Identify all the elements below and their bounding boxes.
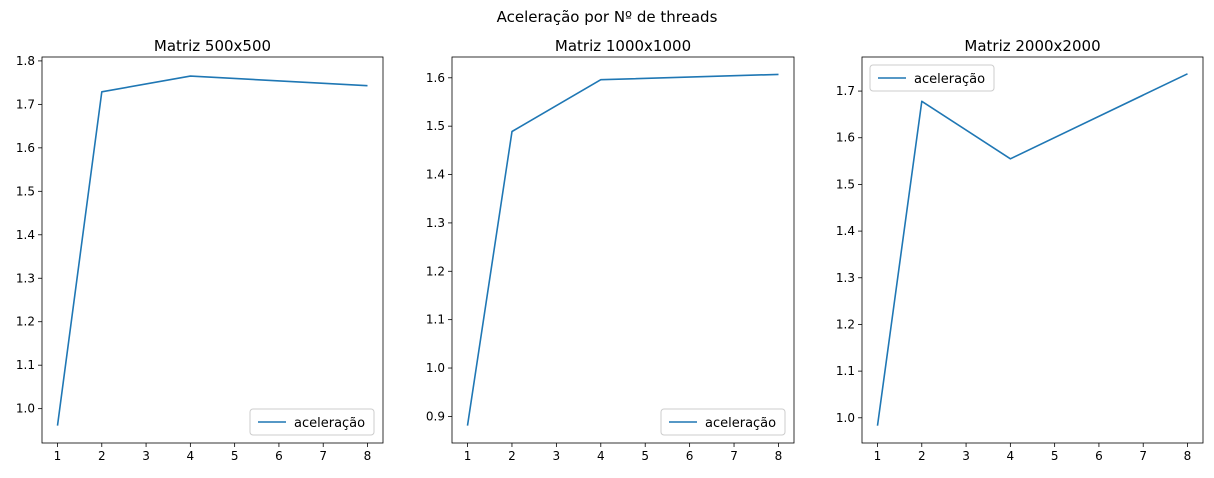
x-tick-label: 6	[686, 449, 694, 463]
subplot-1: Matriz 500x500 1 2 3 4 5 6 7 8 1.0 1.1 1.2 1.3 1.4 1.5…	[16, 37, 384, 463]
y-tick-label: 1.7	[836, 84, 855, 98]
legend-box	[249, 408, 375, 436]
x-tick-label: 3	[553, 449, 561, 463]
x-tick-label: 8	[775, 449, 783, 463]
axes-frame	[861, 56, 1204, 444]
subplot-title: Matriz 500x500	[154, 37, 271, 55]
y-tick-label: 1.3	[16, 271, 35, 285]
x-tick-label: 1	[54, 449, 62, 463]
x-tick-label: 7	[319, 449, 327, 463]
series-line	[876, 73, 1188, 426]
legend-box	[869, 64, 995, 92]
y-tick-label: 0.9	[426, 409, 445, 423]
x-tick-label: 4	[187, 449, 195, 463]
y-tick-label: 1.1	[836, 364, 855, 378]
y-tick-label: 1.3	[426, 216, 445, 230]
legend: aceleração	[869, 64, 995, 92]
figure-title: Aceleração por Nº de threads	[496, 8, 718, 26]
x-tick-label: 6	[275, 449, 283, 463]
x-tick-label: 6	[1095, 449, 1103, 463]
subplot-3: Matriz 2000x2000 1 2 3 4 5 6 7 8 1.0 1.1 1.2 1.3 1.4 1…	[836, 37, 1204, 463]
axes-frame	[41, 56, 384, 444]
legend: aceleração	[249, 408, 375, 436]
y-tick-label: 1.7	[16, 97, 35, 111]
y-tick-label: 1.2	[16, 315, 35, 329]
subplot-title: Matriz 1000x1000	[555, 37, 691, 55]
series-line	[466, 73, 779, 426]
y-tick-label: 1.4	[426, 168, 445, 182]
y-tick-label: 1.6	[836, 131, 855, 145]
legend-label: aceleração	[294, 416, 365, 431]
y-tick-label: 1.5	[426, 119, 445, 133]
x-tick-label: 1	[464, 449, 472, 463]
axes-frame	[451, 56, 795, 444]
y-tick-label: 1.2	[836, 317, 855, 331]
y-tick-label: 1.5	[836, 177, 855, 191]
x-tick-label: 3	[962, 449, 970, 463]
y-tick-label: 1.1	[426, 313, 445, 327]
x-tick-label: 3	[142, 449, 150, 463]
y-tick-label: 1.6	[16, 141, 35, 155]
y-tick-label: 1.3	[836, 271, 855, 285]
y-tick-label: 1.8	[16, 54, 35, 68]
x-tick-label: 8	[364, 449, 372, 463]
x-tick-label: 5	[641, 449, 649, 463]
x-tick-label: 8	[1184, 449, 1192, 463]
y-tick-label: 1.4	[16, 228, 35, 242]
series-line	[56, 75, 368, 426]
legend-label: aceleração	[914, 72, 985, 87]
x-tick-label: 2	[98, 449, 106, 463]
subplot-2: Matriz 1000x1000 1 2 3 4 5 6 7 8 0.9 1.0 1.1 1.2 1.3 1…	[426, 37, 795, 463]
legend-box	[660, 408, 786, 436]
x-tick-label: 5	[1051, 449, 1059, 463]
y-tick-label: 1.4	[836, 224, 855, 238]
x-tick-label: 4	[1007, 449, 1015, 463]
legend: aceleração	[660, 408, 786, 436]
x-tick-label: 2	[918, 449, 926, 463]
y-tick-label: 1.1	[16, 358, 35, 372]
x-tick-label: 7	[1139, 449, 1147, 463]
x-tick-label: 5	[231, 449, 239, 463]
y-tick-label: 1.2	[426, 264, 445, 278]
x-tick-label: 4	[597, 449, 605, 463]
legend-label: aceleração	[705, 416, 776, 431]
x-tick-label: 2	[508, 449, 516, 463]
y-tick-label: 1.6	[426, 71, 445, 85]
x-tick-label: 7	[730, 449, 738, 463]
subplot-title: Matriz 2000x2000	[964, 37, 1100, 55]
y-tick-label: 1.0	[836, 411, 855, 425]
x-tick-label: 1	[874, 449, 882, 463]
y-tick-label: 1.0	[16, 402, 35, 416]
y-tick-label: 1.5	[16, 184, 35, 198]
y-tick-label: 1.0	[426, 361, 445, 375]
